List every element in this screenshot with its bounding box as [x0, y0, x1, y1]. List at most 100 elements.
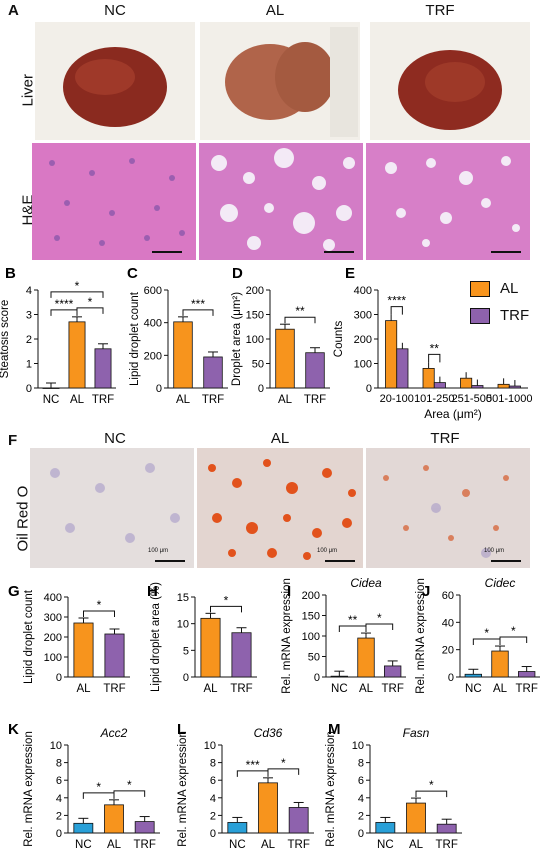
bar-b-trf — [94, 348, 112, 389]
y-tick-label-j: 20 — [442, 645, 454, 657]
oil-image-nc: 100 μm — [30, 448, 194, 568]
oil-group-label-nc: NC — [104, 430, 126, 447]
x-tick-label-e: 20-100 — [380, 393, 414, 405]
x-tick-label-k: AL — [107, 839, 122, 851]
y-tick-label-k: 0 — [56, 828, 62, 840]
bar-e-al-2 — [460, 377, 473, 389]
sig-bracket-k — [113, 790, 146, 797]
y-tick-label-e: 300 — [354, 310, 372, 322]
scale-label-nc: 100 μm — [148, 548, 169, 554]
sig-bracket-b — [50, 291, 104, 298]
bar-l-trf — [288, 807, 309, 834]
y-tick-label-j: 60 — [442, 590, 454, 602]
y-tick-label-g: 300 — [44, 612, 62, 624]
panel-label-h: H — [147, 583, 158, 600]
y-tick-label-m: 0 — [358, 828, 364, 840]
y-axis-label-k: Rel. mRNA expression — [23, 731, 35, 847]
bar-h-trf — [231, 632, 252, 678]
x-tick-label-l: AL — [261, 839, 276, 851]
liver-photo-al — [200, 22, 360, 140]
legend-swatch-trf — [470, 307, 490, 324]
bar-d-al — [275, 328, 295, 389]
sig-bracket-c — [182, 309, 214, 316]
chart-i: I Cidea 0 50 100 150 200 Rel. mRNA expression NC… — [281, 576, 406, 695]
bar-l-nc — [227, 822, 248, 834]
y-axis-label-i: Rel. mRNA expression — [281, 578, 293, 694]
y-tick-label-k: 6 — [56, 775, 62, 787]
y-tick-label-m: 2 — [358, 810, 364, 822]
chart-h: H 0 5 10 15 Lipid droplet area (%) AL TRF * — [147, 582, 257, 695]
y-tick-label-m: 6 — [358, 775, 364, 787]
x-tick-label-i: AL — [359, 683, 374, 695]
sig-label-b: * — [75, 279, 80, 293]
sig-label-j: * — [511, 624, 516, 638]
scale-label-trf: 100 μm — [484, 548, 505, 554]
y-tick-label-i: 50 — [308, 652, 320, 664]
y-tick-label-l: 2 — [210, 810, 216, 822]
sig-label-i: ** — [348, 613, 358, 627]
chart-m: M Fasn 0 2 4 6 8 10 Rel. mRNA expression NC AL TRF * — [325, 721, 462, 851]
sig-label-l: *** — [246, 758, 260, 772]
bar-b-al — [68, 321, 86, 389]
sig-bracket-g — [83, 610, 115, 617]
y-axis-label-h: Lipid droplet area (%) — [150, 582, 162, 692]
panel-label-d: D — [232, 265, 243, 282]
panel-label-k: K — [8, 721, 19, 738]
bar-e-trf-0 — [396, 348, 409, 389]
group-label-al: AL — [265, 2, 285, 19]
y-tick-label-b: 1 — [26, 359, 32, 371]
bar-e-al-3 — [497, 383, 510, 389]
y-tick-label-j: 0 — [448, 672, 454, 684]
panel-label-l: L — [177, 721, 186, 738]
bar-i-trf — [383, 665, 402, 678]
y-tick-label-d: 100 — [246, 334, 264, 346]
y-tick-label-b: 2 — [26, 334, 32, 346]
panel-label-i: I — [287, 583, 291, 600]
legend-label-trf: TRF — [500, 307, 530, 324]
sig-label-h: * — [224, 593, 229, 607]
chart-l: L Cd36 0 2 4 6 8 10 Rel. mRNA expression NC AL TRF *… — [177, 721, 314, 851]
oil-image-trf: 100 μm — [366, 448, 530, 568]
panel-label-e: E — [345, 265, 355, 282]
x-axis-label-e: Area (μm²) — [424, 407, 482, 421]
y-tick-label-b: 3 — [26, 310, 32, 322]
y-axis-label-b: Steatosis score — [0, 300, 11, 379]
he-image-nc — [32, 143, 196, 260]
bar-i-al — [357, 637, 375, 678]
he-image-al — [199, 143, 363, 260]
x-tick-label-l: NC — [229, 839, 246, 851]
bar-e-al-1 — [422, 367, 435, 389]
y-axis-label-j: Rel. mRNA expression — [415, 578, 427, 694]
sig-label-b: * — [88, 295, 93, 309]
sig-label-c: *** — [191, 297, 205, 311]
sig-label-i: * — [377, 611, 382, 625]
y-tick-label-h: 15 — [177, 592, 189, 604]
bar-h-al — [200, 617, 221, 678]
legend: AL TRF — [470, 280, 529, 324]
legend-item-al: AL — [470, 280, 529, 297]
y-tick-label-h: 0 — [183, 672, 189, 684]
x-tick-label-c: AL — [176, 394, 191, 406]
sig-bracket-m — [415, 790, 448, 798]
bar-m-trf — [436, 823, 457, 834]
sig-label-g: * — [97, 598, 102, 612]
panel-label-j: J — [422, 583, 430, 600]
bar-l-al — [258, 782, 278, 834]
legend-swatch-al — [470, 280, 490, 297]
bar-j-al — [491, 650, 509, 678]
bar-c-trf — [203, 356, 223, 389]
x-tick-label-i: NC — [331, 683, 348, 695]
sig-bracket-l — [267, 768, 300, 775]
chart-e: E 0 100 200 300 400 Counts 20-100 101-250251-500… — [333, 265, 533, 421]
chart-title-i: Cidea — [350, 576, 382, 590]
x-tick-label-b: NC — [43, 394, 60, 406]
group-label-nc: NC — [104, 2, 126, 19]
y-tick-label-l: 8 — [210, 758, 216, 770]
x-tick-label-k: TRF — [133, 839, 155, 851]
y-tick-label-k: 2 — [56, 810, 62, 822]
chart-k: K Acc2 0 2 4 6 8 10 Rel. mRNA expression NC AL TRF *… — [8, 721, 160, 851]
y-tick-label-k: 8 — [56, 758, 62, 770]
bar-e-trf-3 — [508, 385, 521, 389]
